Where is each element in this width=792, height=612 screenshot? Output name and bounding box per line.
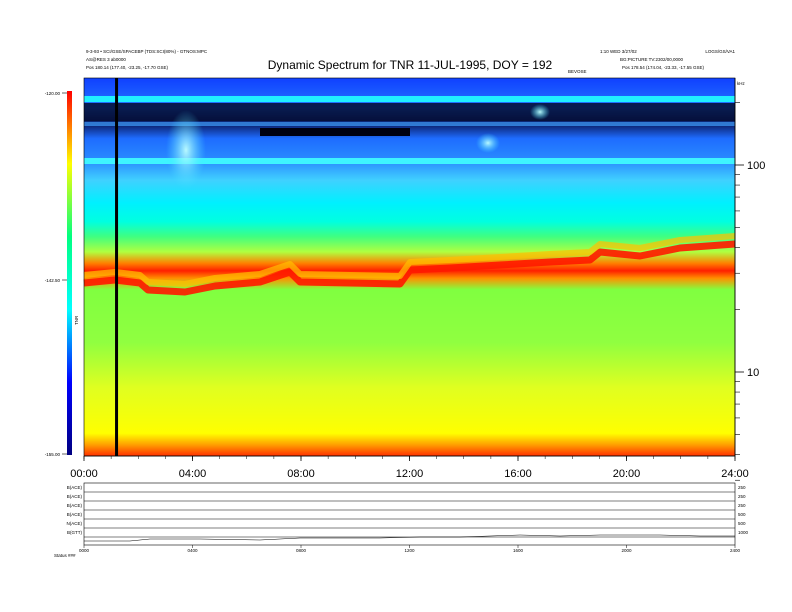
colorbar-axis-label: TNR xyxy=(74,315,79,325)
panel-row-label-2: B(ACE) xyxy=(67,503,83,508)
header-right-line4: Pos 178.54 (174.04, -23.33, -17.55 GSE) xyxy=(622,65,705,70)
header-left-line2: AS@RES 3 ab0000 xyxy=(86,57,126,62)
header-left-line1: 9-3-93 • SCI/GSE/SPACEBP (TDS:SCI(80%) -… xyxy=(86,49,208,54)
black-band-lower xyxy=(260,128,410,136)
plasma-ridge-halo xyxy=(83,233,736,287)
x-ticks: 00:00 04:00 08:00 12:00 16:00 20:00 24:00 xyxy=(70,456,749,480)
header-left-line3: Pos 180.14 (177.40, -23.25, -17.70 GSE) xyxy=(86,65,169,70)
header-right-line3: BG:PICTURE TV:2302/00,0000 xyxy=(620,57,684,62)
panel-row-right-5: 1000 xyxy=(738,530,749,535)
panel-row-right-4: 500 xyxy=(738,521,746,526)
panel-row-label-4: N(ACE) xyxy=(67,521,83,526)
panel-row-label-0: B(ACE) xyxy=(67,485,83,490)
y-minor-ticks xyxy=(735,102,740,481)
data-panel-rows: B(ACE) 250 B(ACE) 250 B(ACE) 250 B(ACE) 500 N(AC… xyxy=(67,485,749,538)
panel-row-right-1: 250 xyxy=(738,494,746,499)
panel-row-label-3: B(ACE) xyxy=(67,512,83,517)
header-right-line1: LOGS/GS/VA1 xyxy=(705,49,735,54)
panel-x-tick-label-3: 1200 xyxy=(404,548,415,553)
x-tick-label-6: 24:00 xyxy=(721,468,749,480)
panel-x-tick-label-1: 0400 xyxy=(187,548,198,553)
colorbar xyxy=(67,91,72,455)
header-center-small: BEVOSE xyxy=(568,69,587,74)
data-panel-trace xyxy=(84,534,735,542)
chart-title: Dynamic Spectrum for TNR 11-JUL-1995, DO… xyxy=(268,58,553,72)
colorbar-bottom-label: -155.00 xyxy=(45,452,61,457)
panel-x-tick-label-0: 0000 xyxy=(79,548,90,553)
light-band xyxy=(84,122,735,126)
data-panel-x-ticks: 0000 0400 0800 1200 1600 2000 2400 xyxy=(79,545,741,553)
panel-row-right-3: 500 xyxy=(738,512,746,517)
data-panel-footer: Status ### xyxy=(54,553,76,558)
colorbar-mid-label: -142.50 xyxy=(45,278,61,283)
data-panel: B(ACE) 250 B(ACE) 250 B(ACE) 250 B(ACE) 500 N(AC… xyxy=(54,482,749,558)
cyan-stripe-top xyxy=(84,96,735,102)
radio-burst-small-1 xyxy=(476,133,500,153)
x-tick-label-0: 00:00 xyxy=(70,468,98,480)
panel-row-right-2: 250 xyxy=(738,503,746,508)
panel-row-label-1: B(ACE) xyxy=(67,494,83,499)
y-tick-label-100: 100 xyxy=(747,160,765,172)
panel-x-tick-label-4: 1600 xyxy=(513,548,524,553)
header-unit-small: kHz xyxy=(737,81,745,86)
panel-x-tick-label-5: 2000 xyxy=(621,548,632,553)
cyan-stripe-mid xyxy=(84,158,735,164)
panel-x-tick-label-6: 2400 xyxy=(730,548,741,553)
y-axis: 100 10 xyxy=(734,78,765,481)
spectrogram xyxy=(83,77,736,457)
x-tick-label-4: 16:00 xyxy=(504,468,532,480)
x-tick-label-1: 04:00 xyxy=(179,468,207,480)
header-right-line2: 1:10 WED 3/27/02 xyxy=(600,49,637,54)
radio-burst-small-2 xyxy=(530,104,550,120)
x-tick-label-2: 08:00 xyxy=(287,468,315,480)
colorbar-top-label: -120.00 xyxy=(45,91,61,96)
black-band-upper xyxy=(84,103,735,121)
x-tick-label-5: 20:00 xyxy=(613,468,641,480)
radio-burst xyxy=(166,110,206,190)
panel-x-tick-label-2: 0800 xyxy=(296,548,307,553)
x-axis: 00:00 04:00 08:00 12:00 16:00 20:00 24:00 xyxy=(70,455,749,480)
x-tick-label-3: 12:00 xyxy=(396,468,424,480)
panel-row-right-0: 250 xyxy=(738,485,746,490)
y-tick-label-10: 10 xyxy=(747,367,759,379)
plasma-frequency-ridge xyxy=(83,240,736,296)
panel-row-label-5: B(GTT) xyxy=(67,530,82,535)
